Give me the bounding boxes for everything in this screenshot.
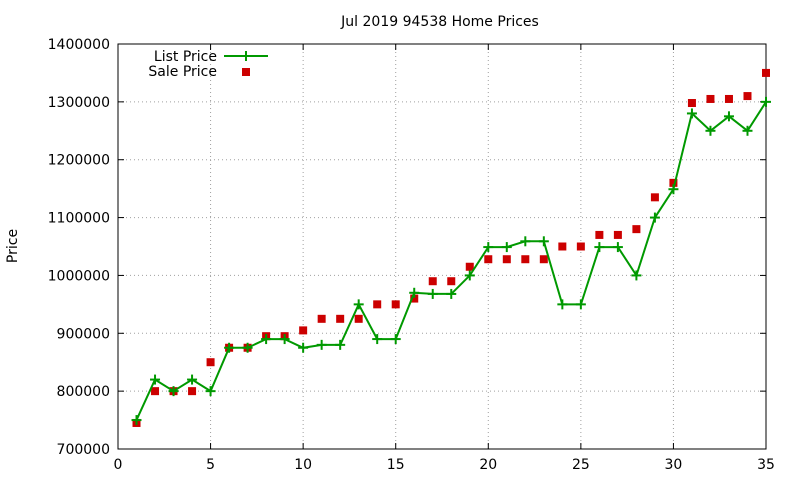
list-price-point xyxy=(131,415,142,426)
list-price-point xyxy=(372,334,383,345)
sale-price-point xyxy=(410,294,419,303)
list-price-point xyxy=(168,386,179,397)
y-tick-label: 700000 xyxy=(57,442,110,458)
x-tick-label: 30 xyxy=(665,457,683,473)
sale-price-point xyxy=(706,94,715,103)
list-price-point xyxy=(742,125,753,136)
sale-price-point xyxy=(724,94,733,103)
sale-price-point xyxy=(317,314,326,323)
list-price-point xyxy=(501,242,512,253)
list-price-point xyxy=(612,242,623,253)
list-price-point xyxy=(557,299,568,310)
list-price-point xyxy=(761,96,771,107)
list-price-point xyxy=(538,236,549,247)
y-tick-label: 900000 xyxy=(57,326,110,342)
sale-price-point xyxy=(650,193,659,202)
list-price-point xyxy=(335,339,346,350)
x-tick-label: 15 xyxy=(387,457,405,473)
list-price-point xyxy=(446,288,457,299)
list-price-point xyxy=(464,270,475,281)
sale-price-point xyxy=(484,255,493,264)
sale-price-point xyxy=(373,300,382,309)
sale-price-point xyxy=(465,262,474,271)
sale-price-point xyxy=(687,99,696,108)
sale-price-point xyxy=(336,314,345,323)
series-layer xyxy=(131,68,771,427)
sale-price-point xyxy=(632,225,641,234)
list-price-point xyxy=(483,242,494,253)
list-price-point xyxy=(205,386,216,397)
list-price-point xyxy=(723,111,734,122)
legend-label-list-price: List Price xyxy=(154,49,217,65)
list-price-point xyxy=(686,108,697,119)
legend-marker-sale-price xyxy=(242,68,250,76)
list-price-point xyxy=(353,299,364,310)
grid-layer xyxy=(118,44,766,449)
chart-title: Jul 2019 94538 Home Prices xyxy=(340,14,539,30)
x-tick-label: 5 xyxy=(206,457,215,473)
y-tick-label: 800000 xyxy=(57,384,110,400)
sale-price-point xyxy=(576,242,585,251)
y-tick-label: 1000000 xyxy=(48,268,110,284)
list-price-point xyxy=(575,299,586,310)
sale-price-point xyxy=(206,358,215,367)
list-price-point xyxy=(316,339,327,350)
list-price-point xyxy=(520,236,531,247)
list-price-point xyxy=(649,212,660,223)
list-price-point xyxy=(705,125,716,136)
list-price-point xyxy=(279,334,290,345)
plot-frame xyxy=(117,43,767,450)
y-tick-label: 1100000 xyxy=(48,211,110,227)
sale-price-point xyxy=(613,230,622,239)
list-price-point xyxy=(187,374,198,385)
y-tick-label: 1300000 xyxy=(48,95,110,111)
sale-price-point xyxy=(558,242,567,251)
x-tick-label: 10 xyxy=(294,457,312,473)
sale-price-point xyxy=(188,387,197,396)
list-price-point xyxy=(427,288,438,299)
sale-price-point xyxy=(595,230,604,239)
x-tick-label: 25 xyxy=(572,457,590,473)
tick-layer: 0 5 10 15 20 25 30 35 700000 800000 900000 1000000 1… xyxy=(48,37,775,473)
list-price-point xyxy=(242,342,253,353)
sale-price-point xyxy=(521,255,530,264)
sale-price-point xyxy=(669,178,678,187)
x-tick-label: 20 xyxy=(479,457,497,473)
list-price-point xyxy=(224,342,235,353)
sale-price-point xyxy=(447,277,456,286)
list-price-point xyxy=(594,242,605,253)
sale-price-point xyxy=(299,326,308,335)
legend-marker-list-price xyxy=(241,51,251,61)
sale-price-point xyxy=(743,92,752,101)
list-price-point xyxy=(298,342,309,353)
sale-price-point xyxy=(354,314,363,323)
list-price-point xyxy=(150,374,161,385)
list-price-point xyxy=(261,334,272,345)
list-price-point xyxy=(409,287,420,298)
sale-price-point xyxy=(762,68,770,77)
sale-price-point xyxy=(539,255,548,264)
sale-price-point xyxy=(151,387,160,396)
sale-price-point xyxy=(391,300,400,309)
y-tick-label: 1200000 xyxy=(48,153,110,169)
sale-price-point xyxy=(502,255,511,264)
list-price-line xyxy=(135,101,767,421)
x-tick-label: 35 xyxy=(757,457,775,473)
y-axis-label: Price xyxy=(5,229,21,263)
list-price-point xyxy=(390,334,401,345)
sale-price-point xyxy=(428,277,437,286)
x-tick-label: 0 xyxy=(114,457,123,473)
list-price-point xyxy=(631,270,642,281)
legend-label-sale-price: Sale Price xyxy=(148,64,217,80)
y-tick-label: 1400000 xyxy=(48,37,110,53)
list-price-point xyxy=(668,184,679,195)
